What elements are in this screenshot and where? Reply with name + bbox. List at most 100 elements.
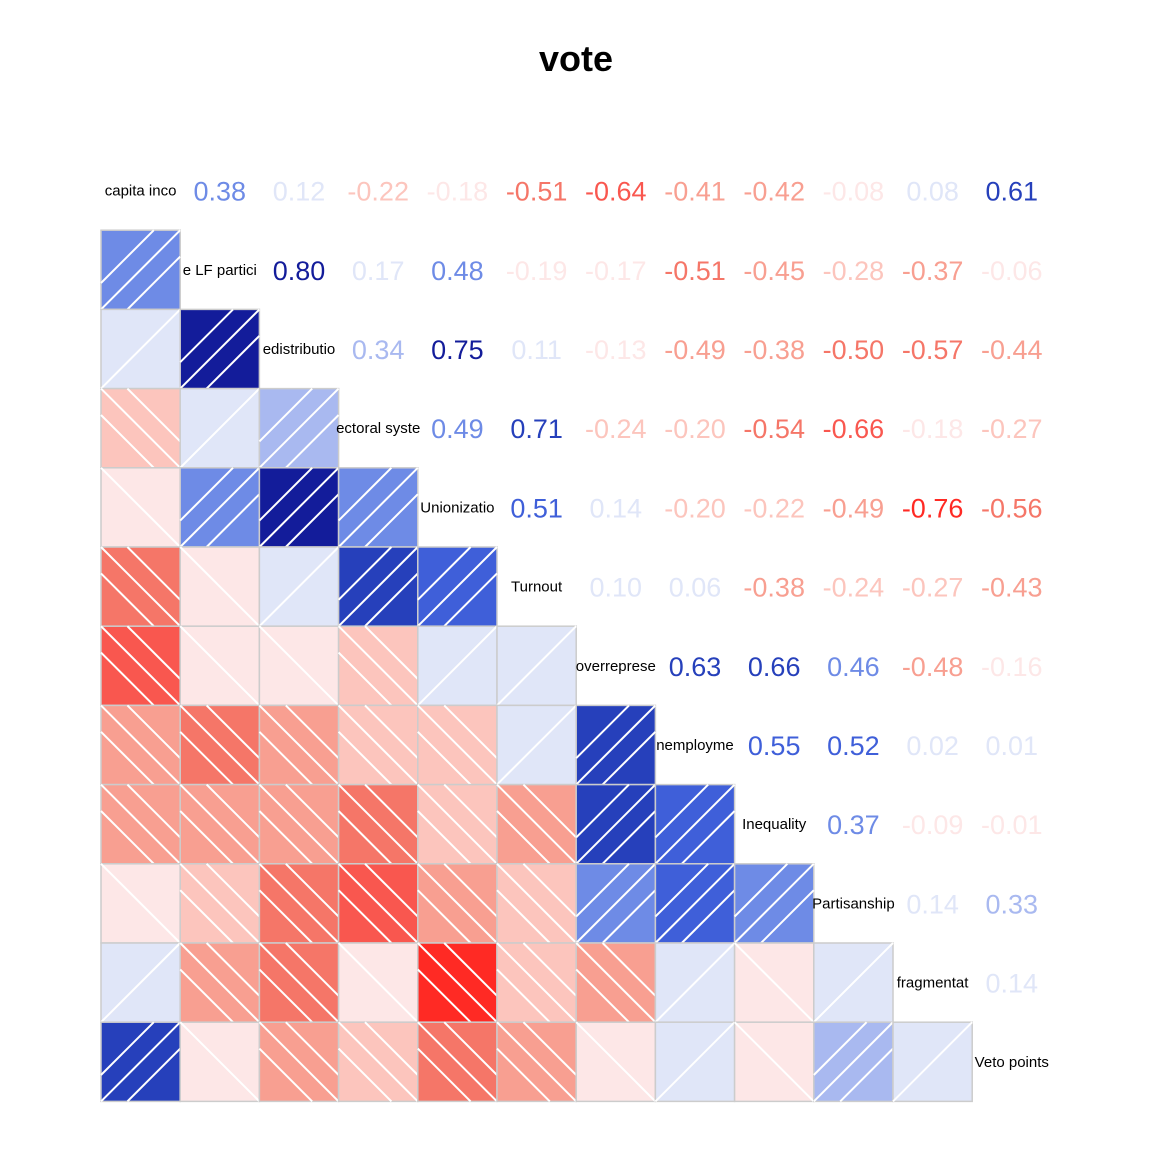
correlation-value: -0.54 <box>743 414 805 444</box>
correlation-value: -0.51 <box>664 256 726 286</box>
correlation-cell <box>733 863 815 944</box>
correlation-cell <box>179 704 261 786</box>
cell-hatch <box>417 783 498 865</box>
cell-hatch <box>100 467 181 548</box>
cell-hatch <box>179 968 234 1023</box>
correlation-cell <box>575 704 657 786</box>
correlation-cell <box>654 1021 736 1103</box>
correlation-cell <box>337 783 419 865</box>
cell-hatch <box>100 1021 181 1103</box>
cell-hatch <box>654 783 736 865</box>
correlation-cell <box>100 625 181 707</box>
cell-hatch <box>681 889 736 944</box>
cell-hatch <box>205 335 261 390</box>
cell-hatch <box>100 942 181 1023</box>
cell-hatch <box>364 704 419 759</box>
correlation-cell <box>575 863 657 944</box>
correlation-value: -0.56 <box>981 493 1043 523</box>
correlation-value: -0.64 <box>585 177 647 207</box>
correlation-cell <box>417 625 498 707</box>
cell-hatch <box>364 783 419 839</box>
cell-hatch <box>443 942 498 997</box>
correlation-cell <box>417 783 498 865</box>
correlation-cell <box>337 942 419 1023</box>
correlation-cell <box>100 942 181 1023</box>
cell-hatch <box>575 1021 657 1103</box>
cell-hatch <box>496 942 577 1023</box>
correlation-value: 0.17 <box>352 256 405 286</box>
correlation-value: -0.42 <box>743 177 805 207</box>
cell-hatch <box>337 1047 393 1103</box>
cell-hatch <box>337 783 419 865</box>
correlation-value: -0.57 <box>902 335 964 365</box>
correlation-cell <box>813 942 894 1023</box>
cell-hatch <box>337 889 393 944</box>
correlation-value: -0.41 <box>664 177 726 207</box>
cell-hatch <box>258 387 313 443</box>
correlation-cell <box>179 546 261 627</box>
correlation-value: 0.37 <box>827 810 880 840</box>
cell-hatch <box>258 1047 313 1103</box>
correlation-value: 0.49 <box>431 414 484 444</box>
cell-hatch <box>417 731 472 786</box>
correlation-value: 0.10 <box>590 573 643 603</box>
cell-hatch <box>337 467 419 548</box>
cell-hatch <box>813 942 894 1023</box>
correlation-cell <box>575 942 657 1023</box>
cell-hatch <box>100 810 155 865</box>
cell-hatch <box>337 863 419 944</box>
chart-title: vote <box>539 38 613 79</box>
cell-hatch <box>496 1021 577 1103</box>
correlation-value: -0.01 <box>981 810 1043 840</box>
correlation-cell <box>258 546 340 627</box>
correlation-value: 0.61 <box>986 177 1039 207</box>
cell-hatch <box>337 546 419 627</box>
cell-hatch <box>179 308 234 363</box>
cell-hatch <box>179 467 234 522</box>
correlation-value: -0.66 <box>823 414 885 444</box>
correlation-value: -0.49 <box>823 493 885 523</box>
correlation-cell <box>100 704 181 786</box>
correlation-value: -0.38 <box>743 573 805 603</box>
cell-hatch <box>258 387 340 469</box>
cell-hatch <box>100 572 155 627</box>
correlation-value: -0.37 <box>902 256 964 286</box>
correlation-value: 0.48 <box>431 256 484 286</box>
cell-hatch <box>179 308 261 390</box>
cell-hatch <box>285 704 340 759</box>
cell-hatch <box>337 942 419 1023</box>
correlation-cell <box>100 308 181 390</box>
cell-hatch <box>285 1021 340 1076</box>
cell-hatch <box>100 229 155 284</box>
cell-hatch <box>575 968 630 1023</box>
cell-hatch <box>100 414 155 469</box>
cell-hatch <box>337 467 393 522</box>
correlation-value: 0.52 <box>827 731 880 761</box>
correlation-cell <box>258 467 340 548</box>
correlation-value: -0.17 <box>585 256 647 286</box>
cell-hatch <box>654 942 736 1023</box>
cell-hatch <box>496 783 577 865</box>
correlation-cell <box>496 863 577 944</box>
cell-hatch <box>126 1047 181 1103</box>
correlation-value: 0.63 <box>669 652 722 682</box>
cell-hatch <box>337 625 419 707</box>
cell-hatch <box>575 942 657 1023</box>
cell-hatch <box>100 308 181 390</box>
cell-hatch <box>258 467 313 522</box>
correlation-value: -0.27 <box>981 414 1043 444</box>
cell-hatch <box>179 546 261 627</box>
correlation-value: 0.02 <box>906 731 959 761</box>
correlation-cell <box>892 1021 973 1103</box>
correlation-cell <box>337 704 419 786</box>
correlation-cell <box>496 783 577 865</box>
cell-hatch <box>417 810 472 865</box>
cell-hatch <box>575 704 630 759</box>
cell-hatch <box>364 493 419 548</box>
cell-hatch <box>337 731 393 786</box>
correlation-value: -0.08 <box>823 177 885 207</box>
cell-hatch <box>285 863 340 918</box>
cell-hatch <box>364 1021 419 1076</box>
cell-hatch <box>100 1021 155 1076</box>
